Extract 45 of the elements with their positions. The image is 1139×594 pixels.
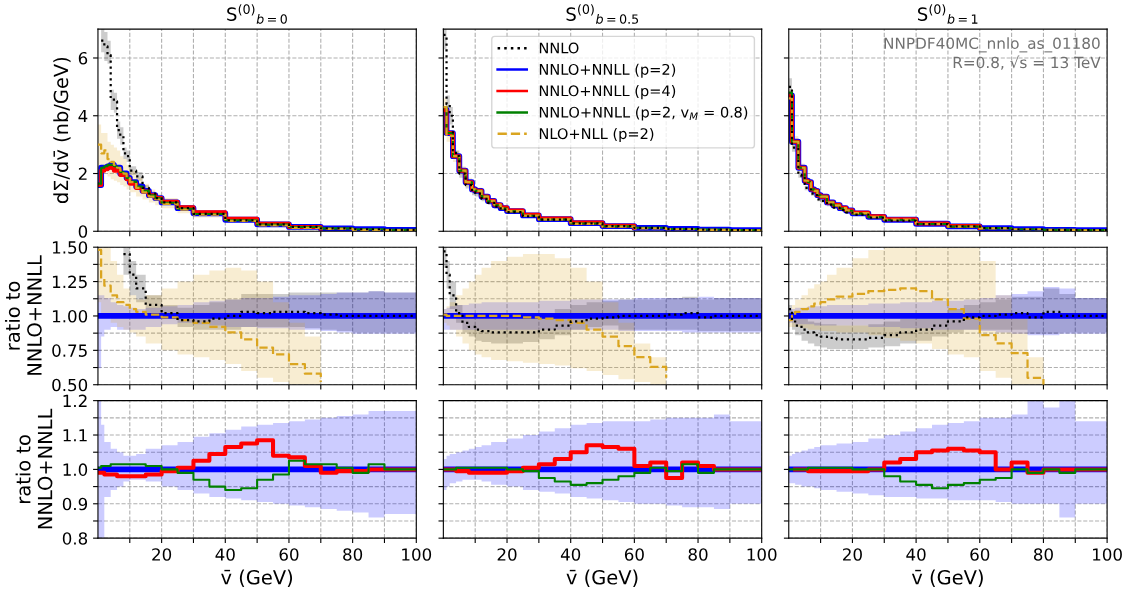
x-axis-title: v̄ (GeV) [566,569,638,587]
x-tick-label: 60 [279,548,299,561]
y-tick-label: 1.25 [52,275,87,289]
y-tick-label: 1.0 [63,463,88,476]
x-axis-title: v̄ (GeV) [221,569,293,587]
chart-title: S$^{(0)}$$_{b=1}$ [917,4,978,24]
x-tick-label: 100 [1093,548,1122,561]
y-tick-label: 2 [78,167,87,180]
x-tick-label: 60 [970,548,990,561]
x-tick-label: 20 [152,548,172,561]
y-axis-title: dΣ/dv̄ (nb/GeV) [53,57,71,204]
x-tick-label: 100 [402,548,432,561]
y-tick-label: 4 [78,109,88,123]
x-tick-label: 20 [843,548,862,561]
y-tick-label: 1.50 [52,241,88,254]
legend-label: NLO+NLL (p=2) [539,127,654,142]
y-tick-label: 1.1 [63,429,87,442]
y-tick-label: 6 [78,51,88,65]
x-tick-label: 40 [215,548,235,561]
x-tick-label: 40 [560,548,581,561]
legend-label: NNLO+NNLL (p=4) [539,85,676,100]
x-axis-title: v̄ (GeV) [911,569,983,587]
legend-label: NNLO+NNLL (p=2) [539,63,676,78]
y-tick-label: 0.9 [62,497,88,511]
x-tick-label: 80 [343,548,363,561]
y-tick-label: 0.75 [52,344,87,357]
x-tick-label: 80 [1033,548,1053,561]
legend-label: NNLO+NNLL (p=2, v$_{M}$ = 0.8) [539,106,748,121]
y-axis-title: ratio to NNLO+NNLL [4,255,42,375]
y-tick-label: 0 [78,225,88,238]
x-tick-label: 80 [688,548,708,561]
chart-title: S$^{(0)}$$_{b=0.5}$ [566,4,639,24]
y-tick-label: 0.8 [62,532,88,545]
x-tick-label: 60 [624,548,644,561]
y-tick-label: 0.50 [52,378,88,392]
y-axis-title: ratio to NNLO+NNLL [15,408,53,529]
x-tick-label: 20 [497,548,517,561]
legend-label: NNLO [539,42,579,54]
x-tick-label: 100 [747,548,777,561]
annotation: NNPDF40MC_nnlo_as_01180 [884,37,1100,53]
chart-title: S$^{(0)}$$_{b=0}$ [227,4,287,24]
x-tick-label: 40 [906,548,926,561]
y-tick-label: 1.00 [52,309,88,323]
annotation: R=0.8, √s = 13 TeV [953,55,1101,70]
y-tick-label: 1.2 [63,394,87,407]
